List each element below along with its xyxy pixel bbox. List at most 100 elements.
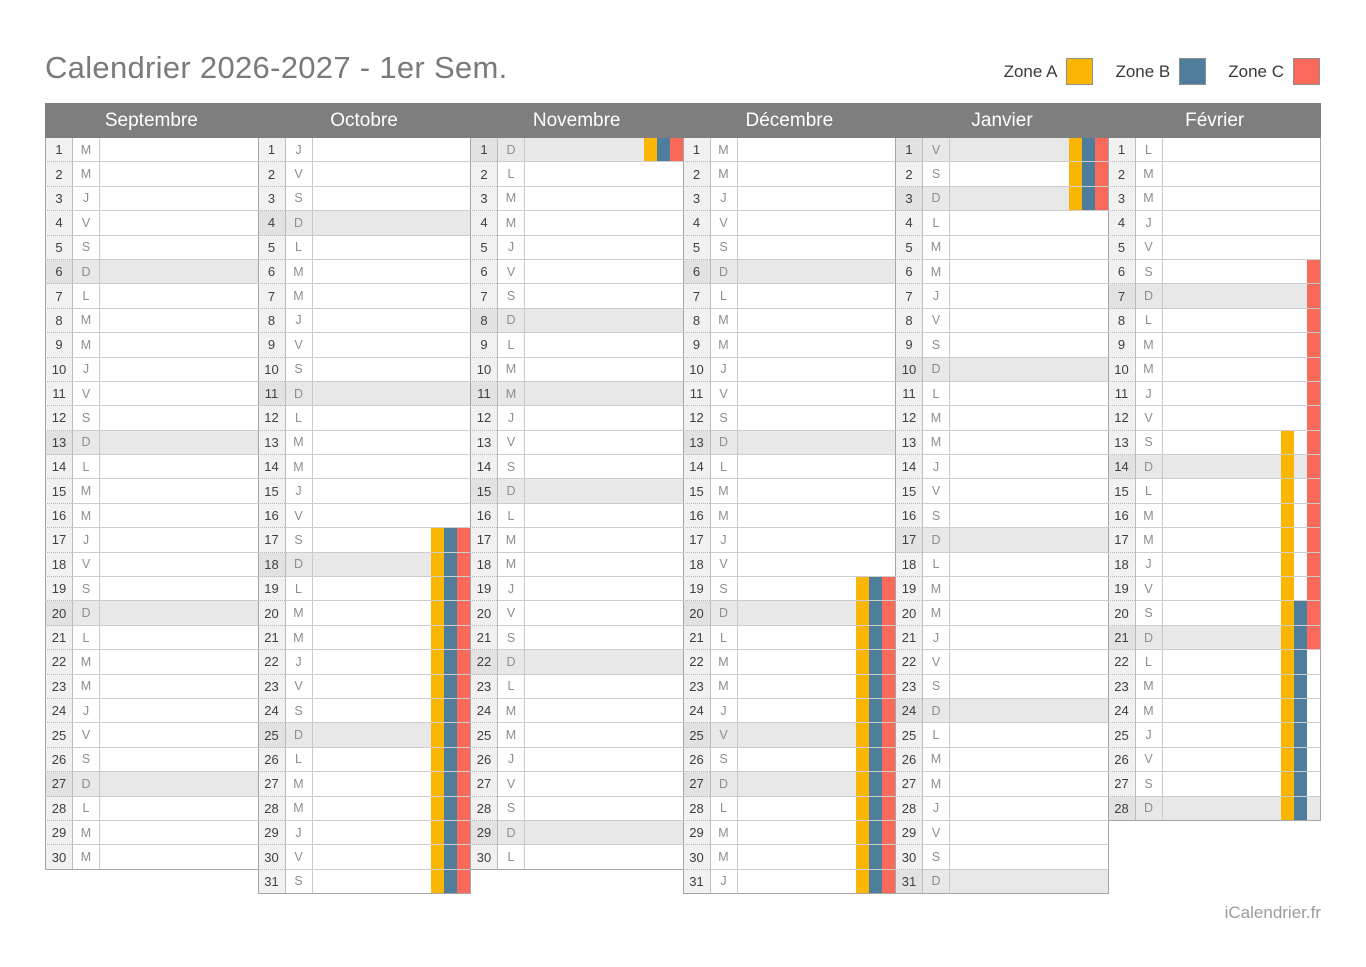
vacation-bar-zone-a: [1281, 528, 1294, 552]
day-row-novembre-15: 15 D: [470, 479, 684, 504]
day-letter: S: [72, 747, 99, 773]
day-letter: J: [72, 698, 99, 724]
day-content: [949, 381, 1109, 407]
day-letter: M: [284, 601, 312, 626]
day-content: [949, 698, 1109, 724]
day-number: 17: [682, 528, 710, 553]
day-number: 27: [895, 772, 922, 797]
day-letter: M: [72, 503, 99, 529]
day-letter: M: [1134, 528, 1162, 553]
day-number: 18: [257, 552, 285, 578]
day-letter: D: [497, 820, 524, 846]
day-content: [1161, 625, 1321, 651]
day-letter: D: [1134, 796, 1162, 821]
day-letter: M: [497, 211, 524, 236]
vacation-bar-zone-a: [431, 577, 444, 601]
day-content: [524, 747, 684, 773]
day-number: 3: [682, 186, 710, 212]
day-letter: J: [497, 577, 524, 602]
vacation-bar-zone-a: [431, 625, 444, 650]
day-number: 23: [257, 674, 285, 699]
vacation-bar-zone-b: [1294, 650, 1307, 674]
day-letter: J: [922, 796, 949, 821]
day-content: [1161, 381, 1321, 407]
day-content: [311, 455, 471, 480]
day-letter: M: [72, 479, 99, 504]
vacation-bar-zone-a: [1281, 430, 1294, 455]
day-row-fevrier-20: 20 S: [1107, 601, 1321, 626]
day-number: 20: [682, 601, 710, 626]
day-number: 27: [45, 772, 72, 797]
months: 1 M 2 M 3 J 4 V 5 S 6 D 7 L 8 M 9 M 10 J 11 V 12 S 13 D 14 L 15 M 16 M 1…: [45, 138, 1321, 895]
day-letter: M: [709, 650, 737, 675]
day-letter: V: [922, 479, 949, 504]
day-number: 4: [257, 211, 285, 236]
day-letter: J: [72, 357, 99, 382]
day-number: 3: [895, 186, 922, 212]
day-letter: L: [497, 162, 524, 187]
day-letter: M: [1134, 503, 1162, 529]
day-letter: J: [922, 284, 949, 309]
day-row-decembre-18: 18 V: [682, 552, 896, 578]
day-letter: M: [72, 650, 99, 675]
day-content: [1161, 772, 1321, 797]
day-number: 16: [45, 503, 72, 529]
day-letter: M: [72, 845, 99, 870]
day-letter: D: [497, 479, 524, 504]
vacation-bar-zone-a: [431, 698, 444, 723]
day-number: 12: [257, 406, 285, 431]
day-number: 12: [470, 406, 497, 431]
vacation-bar-zone-b: [869, 820, 882, 845]
day-letter: L: [72, 455, 99, 480]
day-row-decembre-27: 27 D: [682, 772, 896, 797]
day-letter: V: [497, 259, 524, 285]
month-column-fevrier: 1 L 2 M 3 M 4 J 5 V 6 S 7 D 8 L 9 M 10 M 11 J 12 V 13 S 14 D 15 L 16 M 1…: [1107, 138, 1321, 821]
day-letter: V: [72, 211, 99, 236]
day-row-novembre-27: 27 V: [470, 772, 684, 797]
vacation-bar-zone-b: [1294, 625, 1307, 650]
day-content: [949, 747, 1109, 773]
day-letter: M: [284, 772, 312, 797]
day-content: [524, 650, 684, 675]
day-row-novembre-16: 16 L: [470, 503, 684, 529]
day-letter: L: [497, 845, 524, 870]
day-number: 23: [682, 674, 710, 699]
day-number: 12: [1107, 406, 1135, 431]
month-header-novembre: Novembre: [532, 110, 621, 131]
day-number: 29: [470, 820, 497, 846]
day-letter: J: [922, 625, 949, 651]
day-number: 15: [895, 479, 922, 504]
day-number: 13: [1107, 430, 1135, 456]
vacation-bar-zone-c: [1307, 601, 1320, 625]
month-column-janvier: 1 V 2 S 3 D 4 L 5 M 6 M 7 J 8 V 9 S 10 D 11 L 12 M 13 M 14 J 15 V 16 S 1…: [895, 138, 1109, 895]
legend-label-zone-a: Zone A: [1003, 61, 1058, 81]
day-content: [311, 503, 471, 529]
day-number: 13: [895, 430, 922, 456]
day-number: 20: [470, 601, 497, 626]
day-content: [311, 357, 471, 382]
day-content: [99, 406, 259, 431]
day-content: [311, 650, 471, 675]
day-letter: V: [709, 552, 737, 578]
day-content: [949, 284, 1109, 309]
day-row-janvier-20: 20 M: [895, 601, 1109, 626]
day-number: 13: [682, 430, 710, 456]
day-row-decembre-12: 12 S: [682, 406, 896, 431]
day-content: [1161, 430, 1321, 456]
vacation-bar-zone-b: [869, 577, 882, 601]
day-content: [99, 430, 259, 456]
vacation-bar-zone-a: [856, 845, 869, 869]
day-number: 14: [257, 455, 285, 480]
day-row-octobre-10: 10 S: [257, 357, 471, 382]
day-letter: S: [72, 577, 99, 602]
day-number: 11: [45, 381, 72, 407]
vacation-bar-zone-c: [1094, 186, 1108, 211]
vacation-bar-zone-c: [1307, 479, 1320, 503]
day-letter: D: [72, 430, 99, 456]
